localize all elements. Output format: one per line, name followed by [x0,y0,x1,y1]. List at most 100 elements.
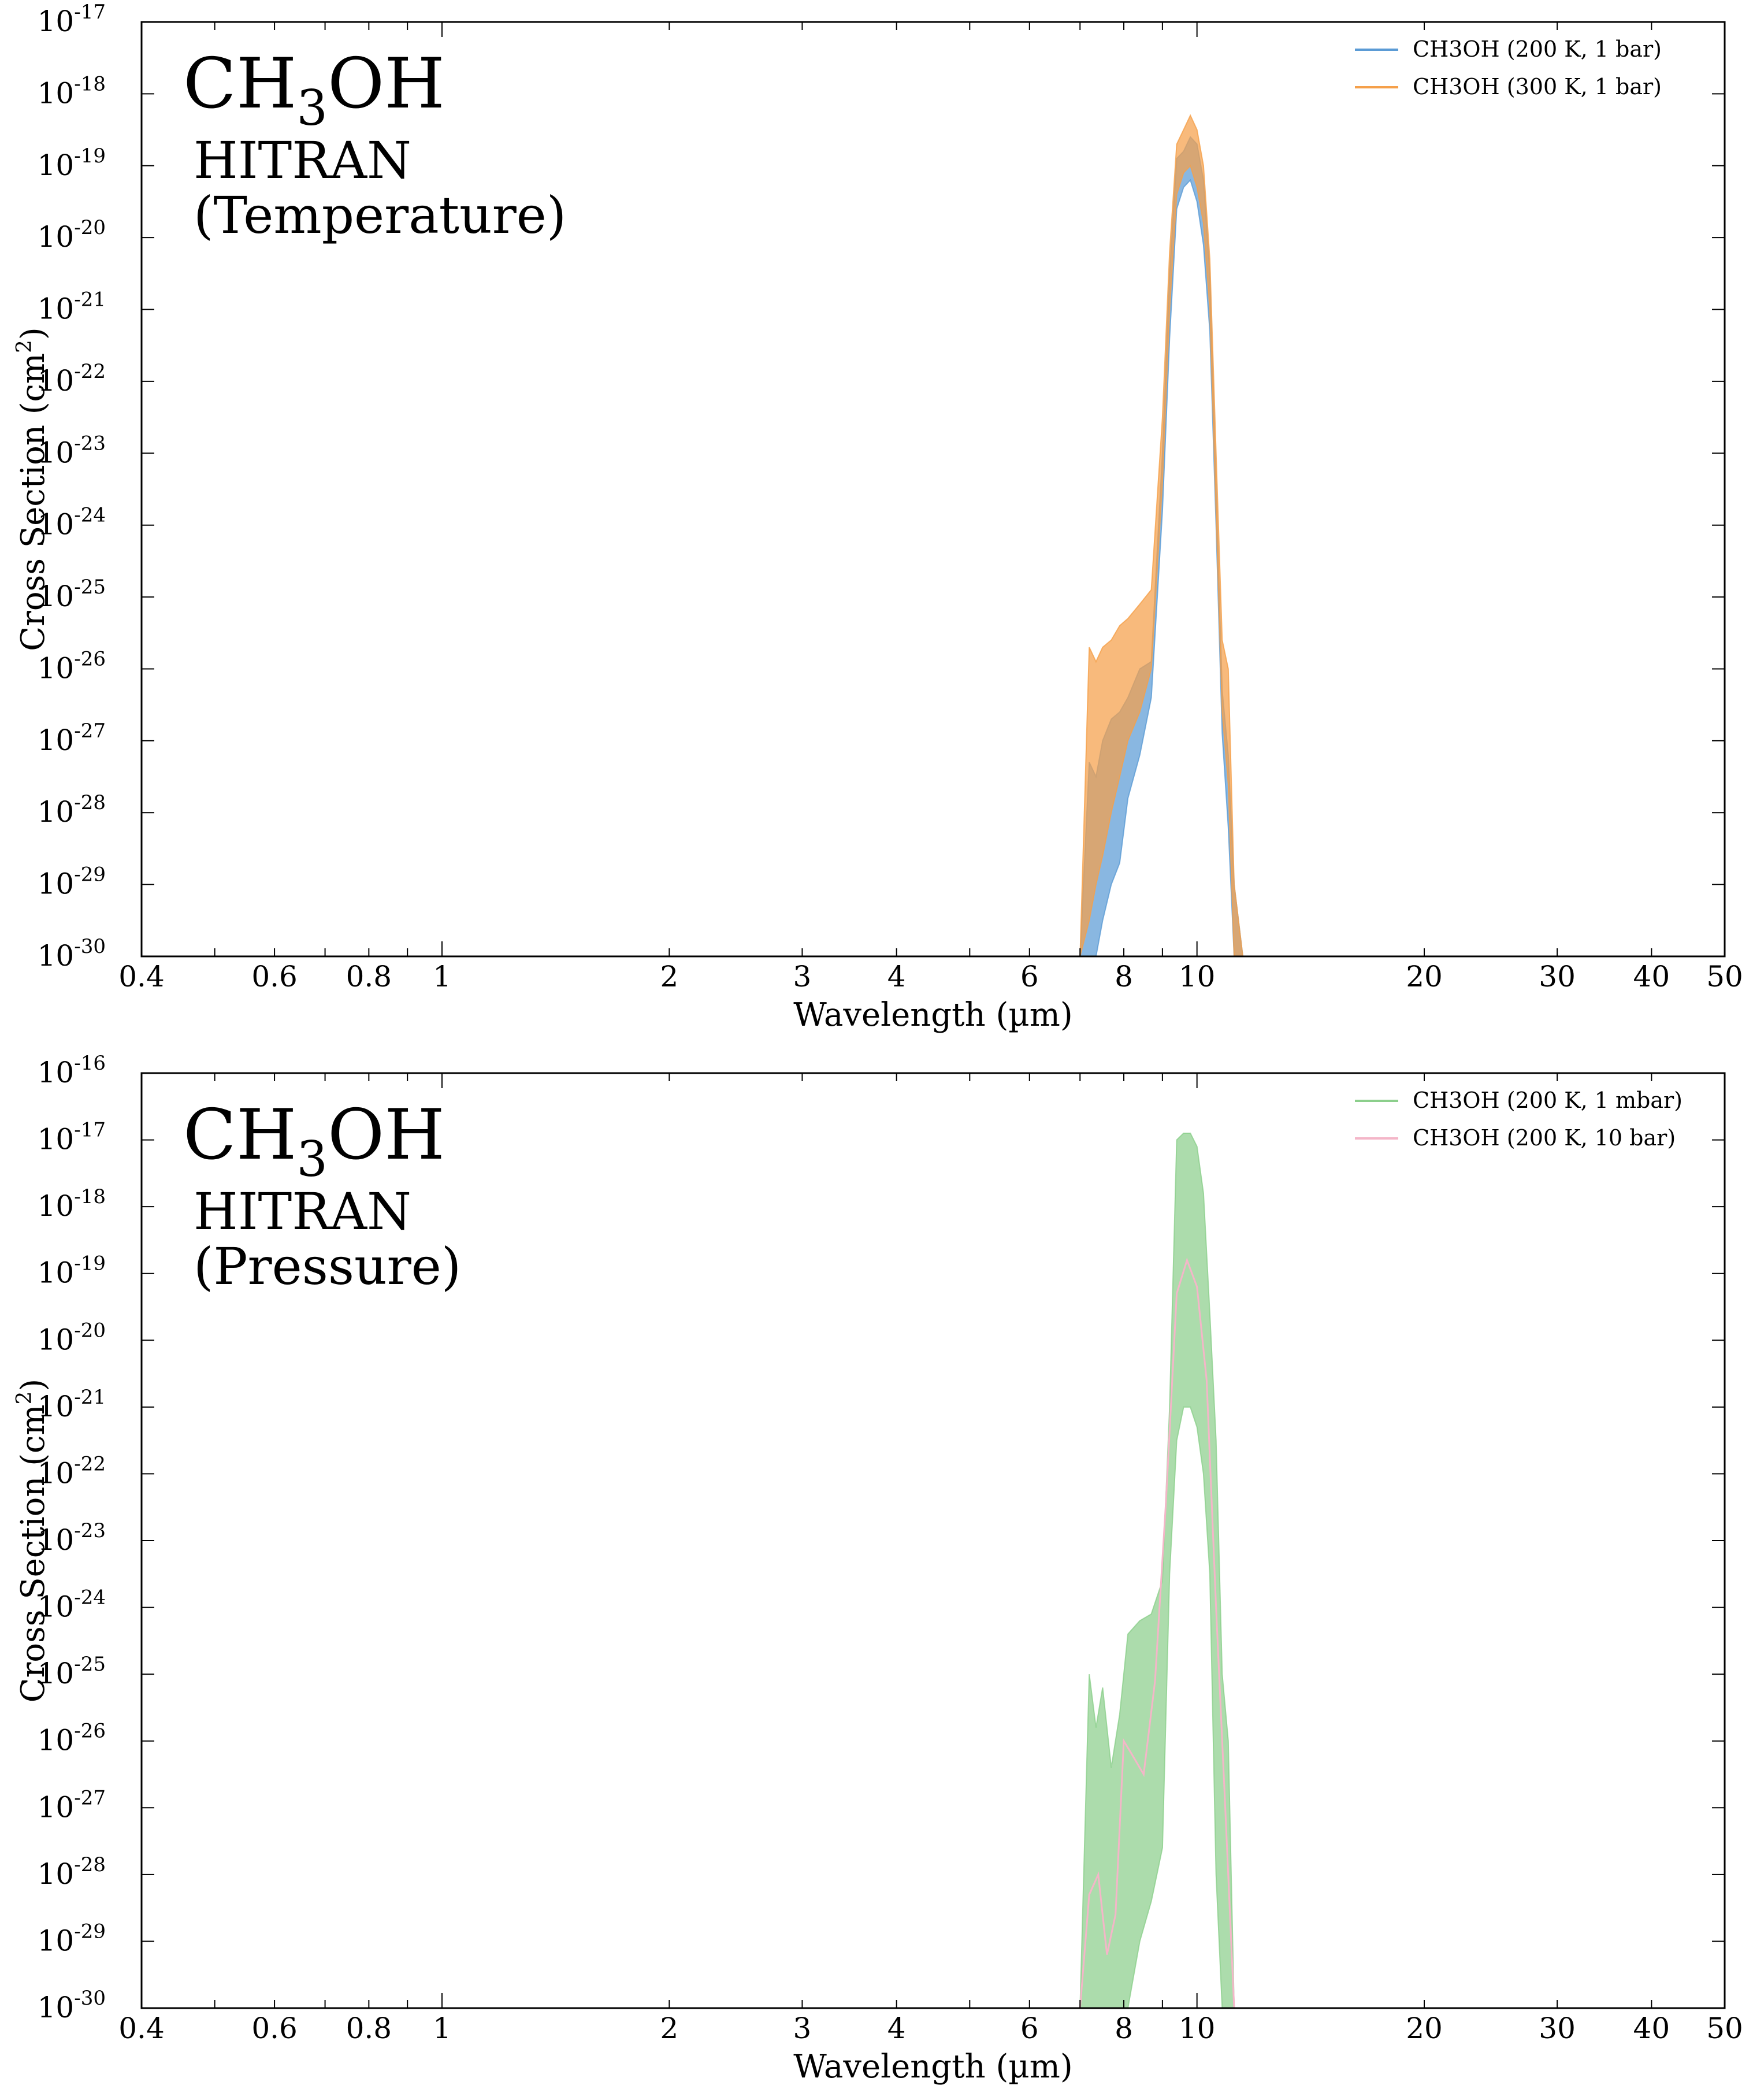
y-tick-exponent: -30 [74,1987,106,2010]
y-tick-label: 10-30 [38,1987,106,2024]
x-tick-label: 2 [660,960,678,993]
y-tick-exponent: -17 [74,1,106,24]
y-tick-base: 10 [38,1857,75,1891]
molecule-annotation: CH3OH [183,1095,445,1188]
y-tick-base: 10 [38,76,75,110]
molecule-tail: OH [328,44,445,124]
y-tick-exponent: -26 [74,1720,106,1743]
x-tick-label: 6 [1020,2012,1039,2045]
x-tick-label: 40 [1633,2012,1670,2045]
y-tick-base: 10 [38,364,75,398]
y-tick-base: 10 [38,1256,75,1290]
y-tick-base: 10 [38,1456,75,1490]
y-tick-label: 10-28 [38,1853,106,1891]
y-axis-label-main: Cross Section (cm [14,353,52,651]
y-tick-base: 10 [38,724,75,757]
y-tick-exponent: -27 [74,719,106,743]
y-tick-label: 10-18 [38,1185,106,1223]
y-tick-base: 10 [38,1657,75,1690]
legend-label: CH3OH (300 K, 1 bar) [1413,74,1662,99]
x-tick-label: 10 [1179,960,1216,993]
y-tick-base: 10 [38,1189,75,1223]
y-tick-base: 10 [38,5,75,38]
legend: CH3OH (200 K, 1 mbar) CH3OH (200 K, 10 ba… [1355,1088,1683,1151]
x-tick-label: 30 [1539,960,1576,993]
y-tick-label: 10-19 [38,1252,106,1290]
y-tick-exponent: -22 [74,360,106,383]
molecule-main: CH [183,1095,296,1175]
x-tick-label: 1 [433,2012,451,2045]
y-tick-base: 10 [38,939,75,973]
annotation-line-1: HITRAN [194,131,411,190]
y-tick-label: 10-25 [38,1653,106,1690]
y-tick-label: 10-26 [38,1720,106,1757]
y-tick-base: 10 [38,1123,75,1156]
chart-panel-2: 0.4 0.6 0.8 1 2 3 4 6 8 10 20 30 40 5010-3010-2910-28… [13,1052,1743,2086]
y-tick-exponent: -16 [74,1052,106,1075]
x-tick-label: 20 [1406,960,1443,993]
y-tick-label: 10-22 [38,360,106,398]
y-tick-exponent: -28 [74,791,106,814]
x-tick-label: 0.6 [251,2012,298,2045]
y-tick-exponent: -21 [74,288,106,311]
x-tick-label: 0.4 [118,960,165,993]
y-tick-exponent: -25 [74,1653,106,1676]
y-tick-exponent: -25 [74,576,106,599]
x-tick-label: 0.8 [346,960,392,993]
legend-label: CH3OH (200 K, 1 mbar) [1413,1088,1683,1113]
y-tick-exponent: -29 [74,1920,106,1943]
y-tick-base: 10 [38,508,75,541]
x-tick-label: 8 [1115,2012,1133,2045]
x-tick-label: 6 [1020,960,1039,993]
x-tick-label: 0.6 [251,960,298,993]
y-tick-label: 10-17 [38,1119,106,1156]
y-tick-exponent: -26 [74,647,106,670]
y-tick-exponent: -19 [74,144,106,168]
y-tick-label: 10-21 [38,288,106,326]
y-tick-base: 10 [38,1924,75,1957]
y-tick-exponent: -20 [74,216,106,239]
y-tick-label: 10-27 [38,1786,106,1824]
series-group [1079,114,1244,957]
y-tick-base: 10 [38,867,75,901]
y-tick-exponent: -24 [74,1586,106,1609]
y-tick-base: 10 [38,292,75,326]
y-tick-exponent: -27 [74,1786,106,1809]
x-tick-label: 4 [887,960,906,993]
y-tick-exponent: -18 [74,1185,106,1208]
chart-panel-1: 0.4 0.6 0.8 1 2 3 4 6 8 10 20 30 40 5010-3010-2910-28… [13,1,1743,1034]
y-tick-base: 10 [38,1390,75,1423]
y-tick-exponent: -22 [74,1452,106,1475]
y-axis-label-main: Cross Section (cm [14,1404,52,1702]
molecule-main: CH [183,44,296,124]
y-axis-label-close: ) [14,1379,52,1392]
y-axis-label: Cross Section (cm2) [13,327,52,651]
y-tick-exponent: -20 [74,1319,106,1342]
x-axis-label: Wavelength (µm) [793,2048,1072,2086]
y-tick-base: 10 [38,1323,75,1356]
y-tick-label: 10-23 [38,1519,106,1557]
series-2-line [1079,1257,1235,2009]
y-tick-base: 10 [38,149,75,182]
y-axis-label-close: ) [14,327,52,340]
y-tick-label: 10-29 [38,863,106,901]
y-tick-label: 10-20 [38,1319,106,1356]
y-tick-base: 10 [38,220,75,254]
y-tick-label: 10-19 [38,144,106,182]
molecule-annotation: CH3OH [183,44,445,136]
y-tick-base: 10 [38,651,75,685]
y-tick-exponent: -24 [74,504,106,527]
legend: CH3OH (200 K, 1 bar) CH3OH (300 K, 1 bar) [1355,36,1662,99]
y-tick-base: 10 [38,1991,75,2024]
y-tick-label: 10-18 [38,72,106,110]
y-axis-label-sup: 2 [13,1392,36,1405]
x-ticks [141,22,1725,956]
y-tick-exponent: -28 [74,1853,106,1876]
y-tick-exponent: -23 [74,1519,106,1542]
x-tick-label: 40 [1633,960,1670,993]
y-tick-label: 10-29 [38,1920,106,1957]
legend-label: CH3OH (200 K, 1 bar) [1413,36,1662,62]
y-tick-base: 10 [38,1523,75,1557]
y-tick-exponent: -21 [74,1386,106,1409]
x-tick-label: 3 [793,2012,812,2045]
